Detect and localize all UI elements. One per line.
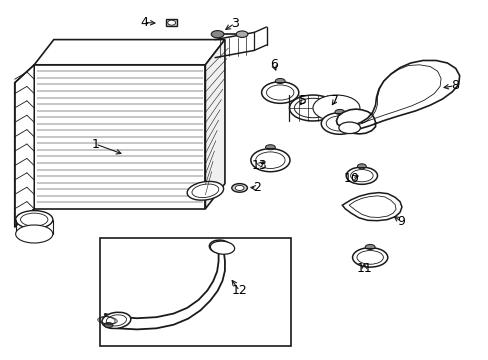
Ellipse shape [356,251,383,264]
Ellipse shape [266,85,293,100]
Text: 2: 2 [252,181,260,194]
Ellipse shape [212,242,227,251]
Ellipse shape [209,240,230,253]
Text: 8: 8 [450,79,458,92]
Text: 10: 10 [344,172,359,185]
Ellipse shape [16,211,53,229]
Ellipse shape [338,122,360,134]
Ellipse shape [352,248,387,267]
Ellipse shape [294,98,331,118]
Polygon shape [34,40,224,65]
Ellipse shape [255,152,285,168]
Ellipse shape [261,82,298,103]
Text: 3: 3 [230,17,238,30]
Polygon shape [34,65,205,209]
Ellipse shape [211,31,224,38]
Ellipse shape [102,312,131,329]
Ellipse shape [223,244,231,249]
Ellipse shape [235,185,244,190]
Polygon shape [348,196,395,217]
Polygon shape [342,193,401,221]
Ellipse shape [210,241,234,254]
Ellipse shape [346,167,377,184]
Text: 9: 9 [396,215,404,228]
Ellipse shape [231,184,247,192]
Text: 13: 13 [251,159,266,172]
Ellipse shape [275,78,285,84]
Text: 12: 12 [231,284,247,297]
Ellipse shape [236,31,247,37]
Text: 6: 6 [269,58,277,71]
Text: 1: 1 [91,138,99,150]
Bar [166,19,177,26]
Ellipse shape [187,181,223,200]
Ellipse shape [192,184,218,198]
Ellipse shape [365,244,374,249]
Text: 4: 4 [140,16,148,29]
Ellipse shape [325,116,353,131]
Ellipse shape [289,95,336,121]
Ellipse shape [167,20,175,25]
Ellipse shape [106,315,126,326]
Ellipse shape [350,170,372,182]
Ellipse shape [357,164,366,169]
Ellipse shape [250,149,289,172]
Polygon shape [15,65,34,227]
Text: 11: 11 [356,262,371,275]
Ellipse shape [334,109,344,114]
Ellipse shape [16,225,53,243]
Text: 7: 7 [330,94,338,107]
Polygon shape [336,60,459,134]
Text: 5: 5 [299,94,306,107]
Ellipse shape [321,113,358,134]
Ellipse shape [265,145,275,150]
Polygon shape [205,40,224,209]
Bar [100,238,290,346]
Ellipse shape [20,213,48,226]
Ellipse shape [312,95,359,121]
Ellipse shape [104,323,113,328]
